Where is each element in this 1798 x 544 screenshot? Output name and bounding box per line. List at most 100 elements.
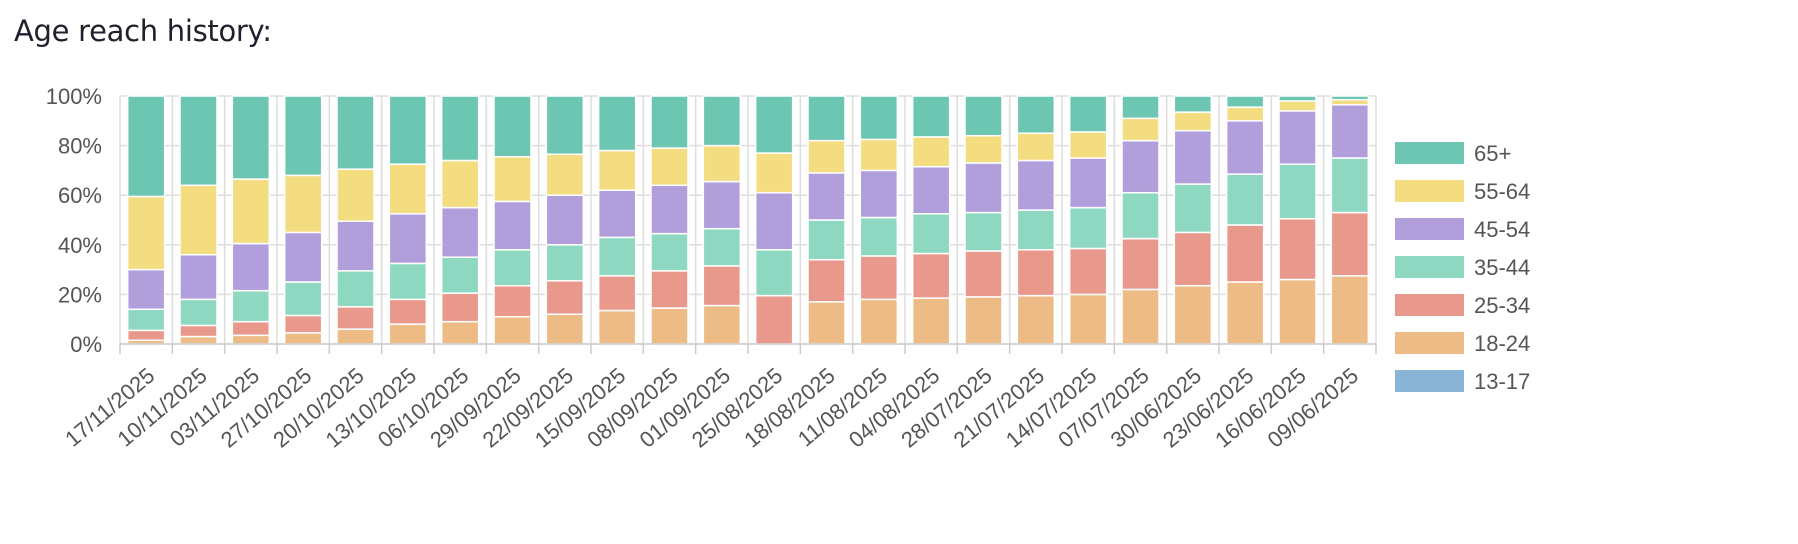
bar-segment-45-54[interactable] [545,194,585,246]
bar-segment-25-34[interactable] [1278,218,1317,281]
bar-segment-18-24[interactable] [1016,294,1056,345]
bar-segment-18-24[interactable] [388,323,428,345]
bar-segment-55-64[interactable] [283,174,323,234]
bar-segment-35-44[interactable] [283,281,323,317]
bar-segment-65plus[interactable] [1225,95,1265,108]
bar-segment-65plus[interactable] [336,95,375,170]
bar-segment-55-64[interactable] [702,144,742,183]
bar-segment-18-24[interactable] [1225,281,1265,345]
bar-segment-45-54[interactable] [754,191,794,251]
bar-segment-35-44[interactable] [859,216,899,257]
bar-segment-35-44[interactable] [388,262,428,301]
legend-item[interactable]: 65+ [1395,141,1511,166]
legend-item[interactable]: 25-34 [1395,293,1530,318]
bar-segment-45-54[interactable] [493,200,532,251]
bar-segment-45-54[interactable] [126,268,166,311]
bar-segment-65plus[interactable] [1173,95,1213,113]
bar-segment-65plus[interactable] [1121,95,1160,120]
bar-segment-18-24[interactable] [1121,288,1160,345]
bar-segment-35-44[interactable] [1225,173,1265,226]
bar-segment-45-54[interactable] [1278,110,1317,165]
bar-segment-35-44[interactable] [597,236,637,277]
bar-segment-55-64[interactable] [1016,132,1056,162]
bar-segment-18-24[interactable] [440,320,480,345]
bar-segment-35-44[interactable] [911,213,951,255]
bar-segment-25-34[interactable] [1068,247,1108,296]
bar-segment-55-64[interactable] [597,149,637,191]
bar-segment-55-64[interactable] [650,147,689,187]
legend-item[interactable]: 35-44 [1395,255,1530,280]
bar-segment-35-44[interactable] [545,244,585,282]
bar-segment-18-24[interactable] [231,334,271,345]
bar-segment-45-54[interactable] [1016,159,1056,211]
bar-segment-25-34[interactable] [807,258,846,303]
bar-segment-55-64[interactable] [336,168,375,222]
bar-segment-65plus[interactable] [650,95,689,149]
bar-segment-25-34[interactable] [493,284,532,318]
bar-segment-35-44[interactable] [440,256,480,294]
bar-segment-45-54[interactable] [964,162,1003,214]
bar-segment-35-44[interactable] [807,219,846,261]
bar-segment-45-54[interactable] [702,180,742,230]
bar-segment-65plus[interactable] [440,95,480,162]
legend-item[interactable]: 13-17 [1395,369,1530,394]
bar-segment-65plus[interactable] [283,95,323,177]
bar-segment-18-24[interactable] [807,301,846,345]
bar-segment-25-34[interactable] [545,280,585,315]
bar-segment-65plus[interactable] [754,95,794,154]
bar-segment-45-54[interactable] [911,165,951,215]
bar-segment-55-64[interactable] [964,134,1003,164]
legend-item[interactable]: 18-24 [1395,331,1530,356]
bar-segment-18-24[interactable] [283,332,323,345]
bar-segment-25-34[interactable] [283,314,323,334]
bar-segment-55-64[interactable] [231,178,271,245]
bar-segment-55-64[interactable] [1173,111,1213,132]
bar-segment-35-44[interactable] [1173,183,1213,234]
bar-segment-65plus[interactable] [179,95,218,187]
bar-segment-25-34[interactable] [597,275,637,312]
bar-segment-25-34[interactable] [126,329,166,342]
bar-segment-25-34[interactable] [231,320,271,337]
bar-segment-18-24[interactable] [545,313,585,345]
bar-segment-65plus[interactable] [859,95,899,141]
bar-segment-55-64[interactable] [1068,131,1108,159]
bar-segment-55-64[interactable] [126,195,166,271]
bar-segment-18-24[interactable] [493,315,532,345]
bar-segment-25-34[interactable] [1121,237,1160,291]
bar-segment-55-64[interactable] [1225,106,1265,122]
bar-segment-35-44[interactable] [964,211,1003,252]
bar-segment-35-44[interactable] [1278,163,1317,220]
bar-segment-55-64[interactable] [1121,117,1160,142]
bar-segment-65plus[interactable] [231,95,271,180]
bar-segment-65plus[interactable] [1330,95,1370,101]
bar-segment-45-54[interactable] [440,206,480,258]
bar-segment-55-64[interactable] [388,163,428,215]
bar-segment-18-24[interactable] [1330,275,1370,345]
bar-segment-18-24[interactable] [1173,284,1213,345]
bar-segment-35-44[interactable] [1330,157,1370,214]
bar-segment-25-34[interactable] [336,306,375,330]
bar-segment-65plus[interactable] [807,95,846,142]
bar-segment-25-34[interactable] [650,270,689,309]
bar-segment-45-54[interactable] [283,231,323,283]
bar-segment-18-24[interactable] [336,328,375,345]
bar-segment-18-24[interactable] [1068,293,1108,345]
bar-segment-35-44[interactable] [702,227,742,267]
bar-segment-45-54[interactable] [597,189,637,239]
bar-segment-45-54[interactable] [231,242,271,292]
legend-item[interactable]: 45-54 [1395,217,1530,242]
bar-segment-18-24[interactable] [179,335,218,345]
bar-segment-65plus[interactable] [911,95,951,138]
bar-segment-55-64[interactable] [545,153,585,196]
bar-segment-45-54[interactable] [807,172,846,221]
bar-segment-35-44[interactable] [1016,209,1056,251]
bar-segment-45-54[interactable] [650,184,689,235]
bar-segment-35-44[interactable] [493,249,532,287]
bar-segment-45-54[interactable] [179,253,218,301]
bar-segment-35-44[interactable] [754,249,794,297]
bar-segment-65plus[interactable] [702,95,742,147]
bar-segment-18-24[interactable] [1278,278,1317,345]
bar-segment-45-54[interactable] [336,220,375,272]
legend-item[interactable]: 55-64 [1395,179,1530,204]
bar-segment-65plus[interactable] [545,95,585,156]
